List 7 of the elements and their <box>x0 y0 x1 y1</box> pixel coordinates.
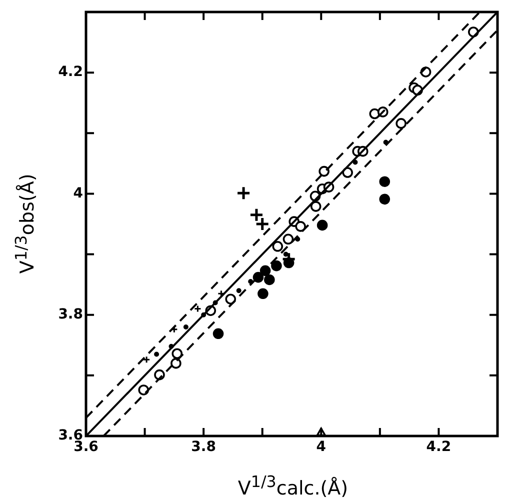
x-tick-label: 4 <box>316 439 326 456</box>
x-axis-title: V$^{1/3}$calc.(Å) <box>236 472 350 500</box>
y-tick-label: 4.2 <box>58 64 83 80</box>
x-tick-label: 3.8 <box>191 439 216 456</box>
y-tick-label: 4 <box>73 185 84 202</box>
y-tick-label: 3.8 <box>58 306 83 322</box>
x-tick-label: 4.2 <box>426 439 452 456</box>
